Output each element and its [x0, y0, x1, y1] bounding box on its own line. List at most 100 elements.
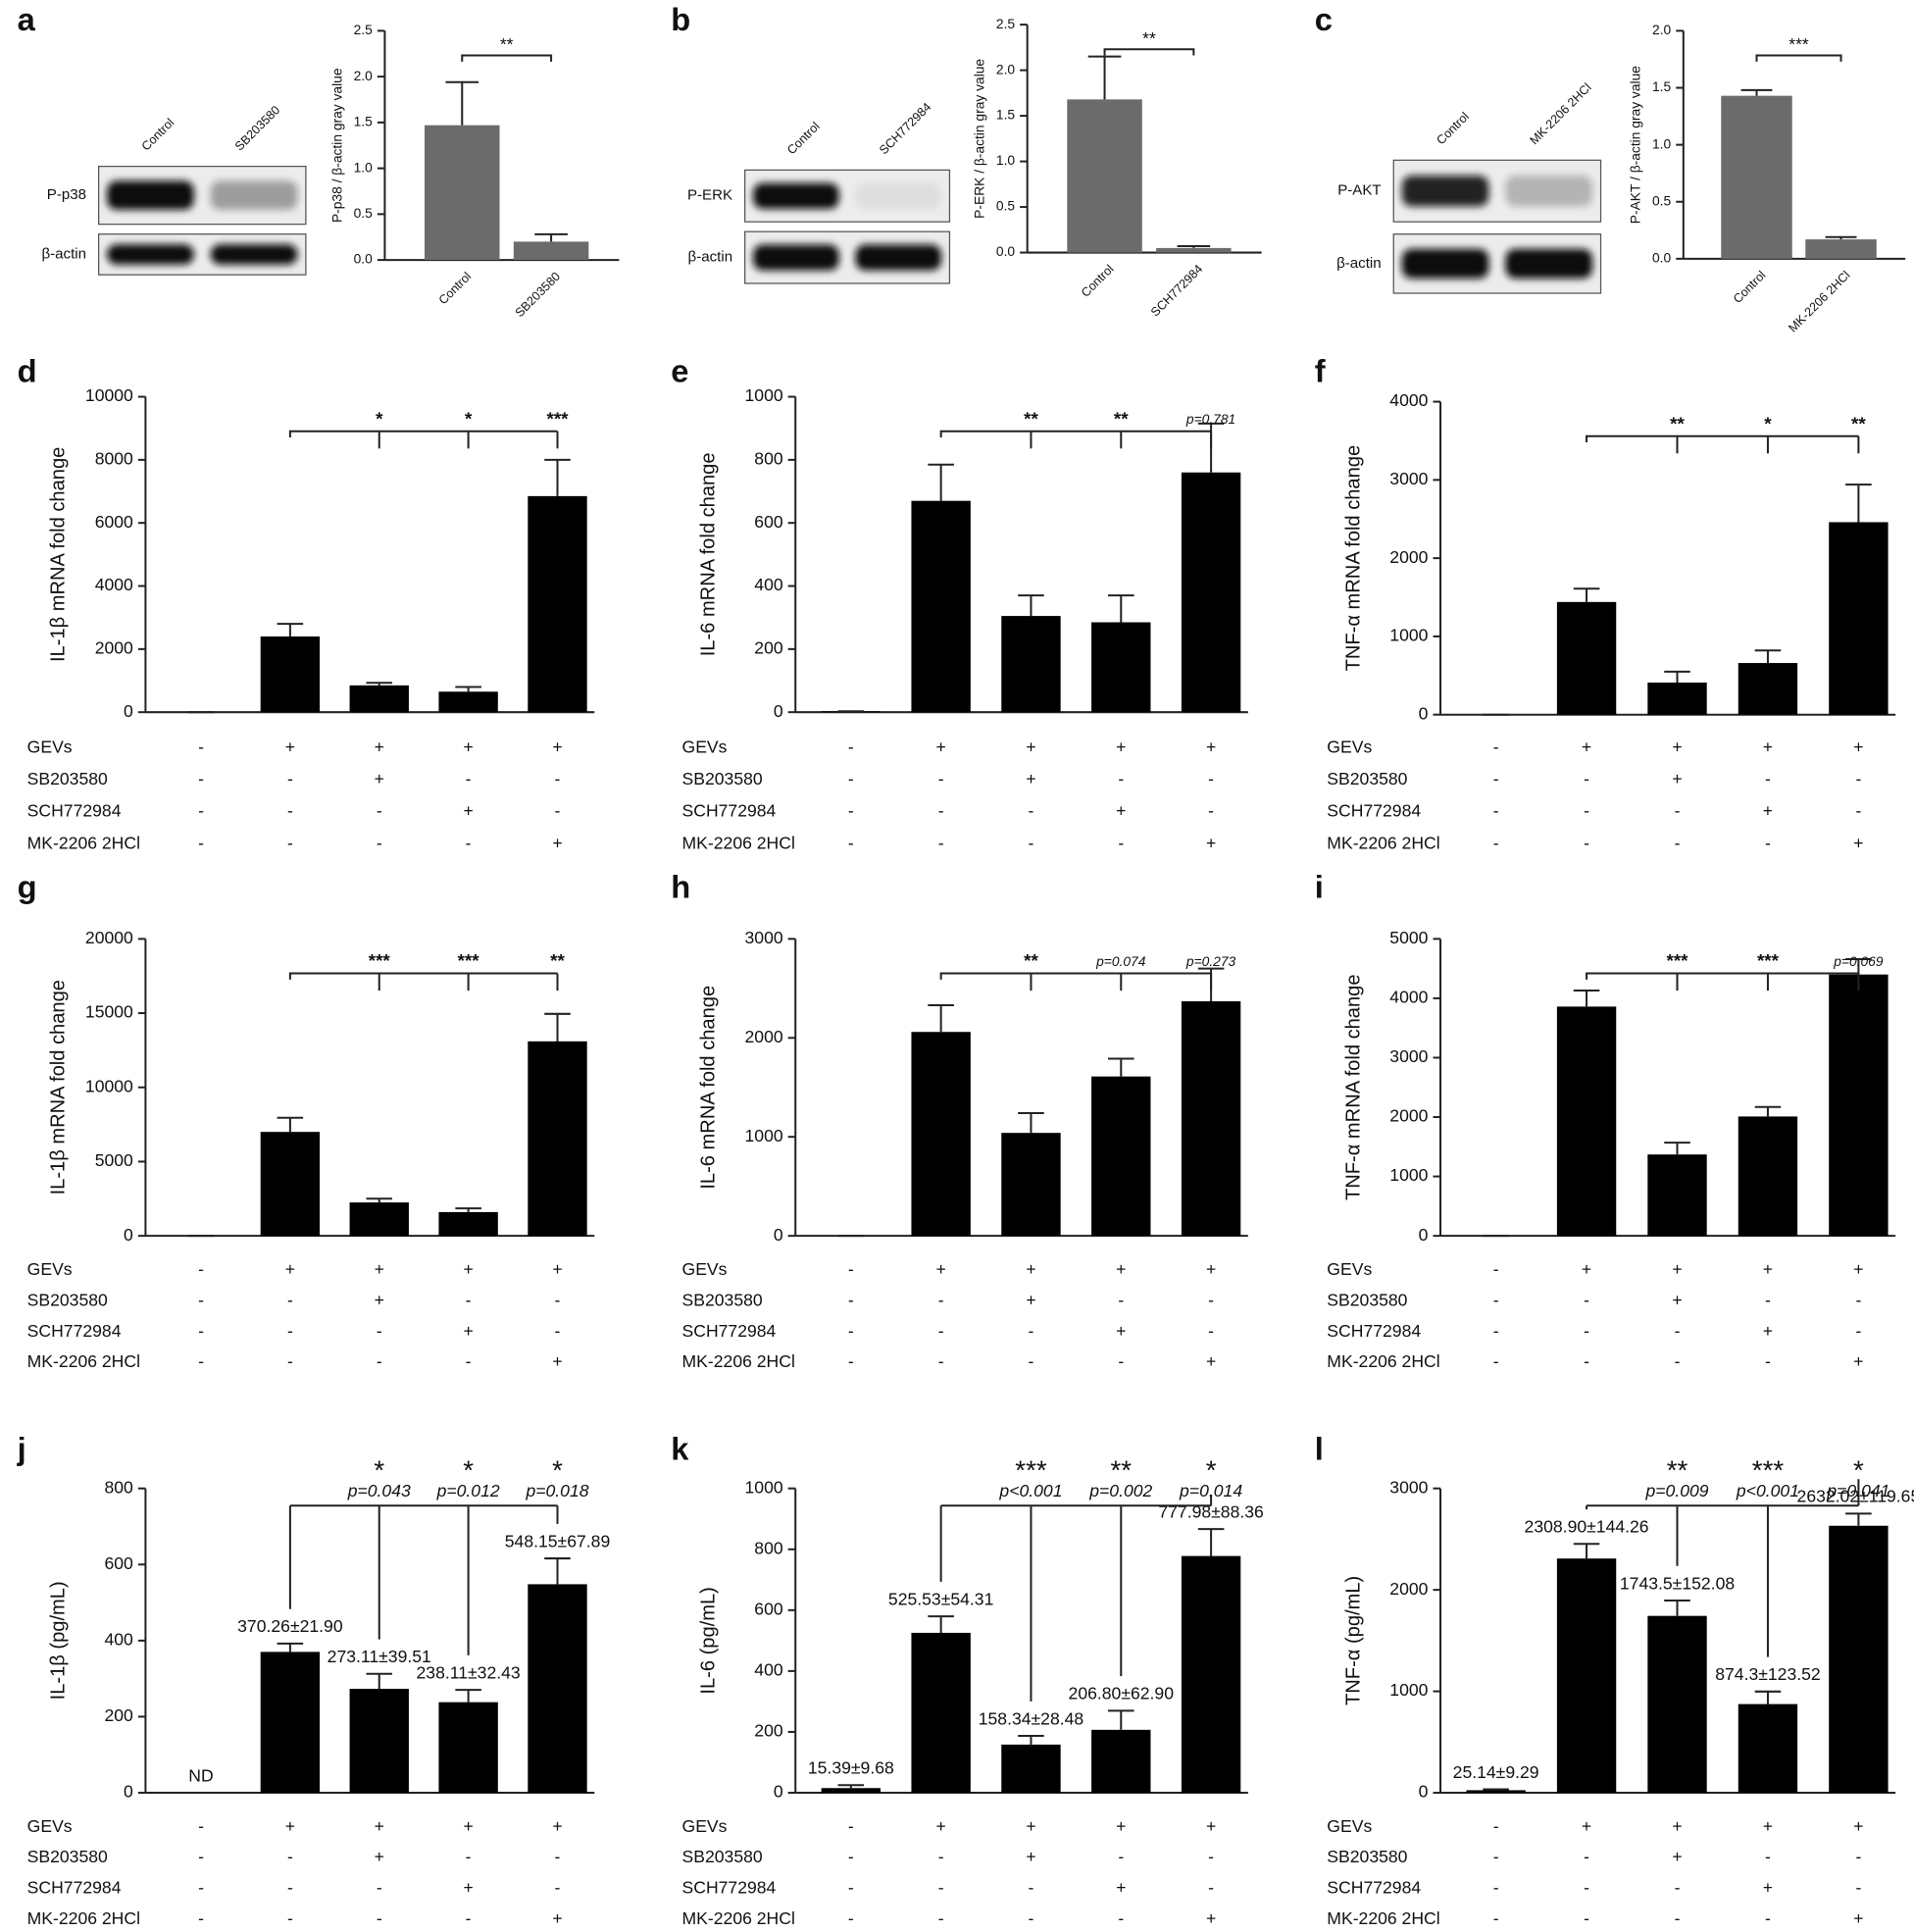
error-bar	[1018, 1735, 1044, 1745]
y-axis-label: P-AKT / β-actin gray value	[1628, 66, 1643, 224]
error-bar	[1845, 1512, 1872, 1526]
treatment-sign: -	[1208, 1878, 1214, 1898]
treatment-sign: +	[375, 1816, 384, 1836]
blot-band	[210, 244, 298, 265]
treatment-sign: -	[1208, 801, 1214, 821]
error-bar	[1573, 1543, 1600, 1559]
treatment-sign: -	[377, 1908, 382, 1928]
bar	[1647, 1615, 1707, 1794]
bar	[1556, 1006, 1617, 1237]
lane-label: Control	[1434, 110, 1472, 148]
significance-stars: **	[1667, 1455, 1688, 1486]
treatment-sign: -	[848, 1878, 854, 1898]
treatment-sign: -	[1765, 1847, 1771, 1866]
treatment-sign: -	[938, 833, 944, 852]
bar	[1091, 622, 1151, 713]
treatment-sign: -	[287, 1351, 293, 1371]
treatment-sign: -	[1584, 1878, 1589, 1898]
lane-label: Control	[139, 116, 177, 154]
treatment-sign: +	[1853, 737, 1863, 756]
treatment-sign: -	[848, 801, 854, 821]
panel-letter: i	[1315, 869, 1324, 905]
treatment-sign: -	[1675, 1321, 1681, 1341]
value-label: 273.11±39.51	[327, 1647, 431, 1666]
significance-label: **	[1024, 950, 1038, 971]
treatment-sign: -	[848, 1351, 854, 1371]
treatment-sign: -	[1118, 1290, 1124, 1309]
lane-label: MK-2206 2HCl	[1527, 80, 1593, 147]
y-axis-label: IL-6 (pg/mL)	[698, 1587, 720, 1694]
treatment-sign: -	[287, 1878, 293, 1898]
treatment-sign: -	[1584, 801, 1589, 821]
treatment-sign: -	[287, 1321, 293, 1341]
y-tick-label: 15000	[85, 1002, 133, 1022]
significance-label: **	[1114, 408, 1129, 429]
treatment-sign: -	[1675, 833, 1681, 852]
treatment-name: GEVs	[27, 1259, 73, 1279]
error-bar	[1107, 594, 1134, 623]
bar	[1721, 95, 1792, 259]
treatment-sign: +	[1853, 1351, 1863, 1371]
y-tick-label: 4000	[1389, 988, 1428, 1007]
bar	[1466, 1790, 1526, 1794]
x-tick-label: Control	[1079, 262, 1117, 300]
treatment-sign: +	[1206, 1816, 1216, 1836]
treatment-sign: -	[1493, 1290, 1499, 1309]
treatment-sign: -	[848, 1847, 854, 1866]
y-tick-label: 10000	[85, 385, 133, 405]
error-bar	[1573, 990, 1600, 1007]
treatment-sign: +	[1026, 1816, 1035, 1836]
significance-label: *	[376, 408, 383, 429]
treatment-sign: -	[1855, 769, 1861, 788]
p-value: p=0.012	[436, 1481, 500, 1500]
y-tick-label: 0	[774, 701, 783, 721]
p-value: p=0.018	[525, 1481, 588, 1500]
treatment-sign: -	[1208, 1290, 1214, 1309]
bar	[349, 1689, 409, 1794]
error-bar	[1664, 1142, 1690, 1155]
panel-letter: f	[1315, 352, 1326, 388]
y-tick-label: 5000	[95, 1150, 133, 1170]
treatment-sign: -	[1118, 1351, 1124, 1371]
error-bar	[1018, 1111, 1044, 1134]
treatment-sign: -	[1029, 801, 1034, 821]
treatment-name: SB203580	[27, 1290, 108, 1309]
treatment-name: SB203580	[1327, 1290, 1407, 1309]
treatment-sign: -	[377, 1321, 382, 1341]
bar	[1647, 1154, 1707, 1237]
significance-label: ***	[1757, 950, 1780, 971]
treatment-sign: +	[1026, 1290, 1035, 1309]
y-tick-label: 2.0	[354, 68, 374, 83]
y-tick-label: 800	[104, 1477, 133, 1497]
treatment-sign: -	[377, 1878, 382, 1898]
treatment-sign: +	[1853, 1259, 1863, 1279]
treatment-sign: +	[1206, 737, 1216, 756]
treatment-name: SCH772984	[1327, 1878, 1421, 1898]
bar	[438, 691, 498, 713]
y-axis-label: IL-1β (pg/mL)	[48, 1581, 70, 1700]
value-label: 238.11±32.43	[417, 1662, 521, 1682]
y-axis-label: IL-1β mRNA fold change	[48, 980, 70, 1195]
y-tick-label: 8000	[95, 449, 133, 469]
treatment-sign: -	[555, 1847, 561, 1866]
value-label: 25.14±9.29	[1453, 1762, 1539, 1782]
treatment-sign: -	[1208, 1321, 1214, 1341]
treatment-sign: +	[552, 1908, 562, 1928]
error-bar	[1845, 957, 1872, 975]
treatment-name: SCH772984	[1327, 1321, 1421, 1341]
treatment-sign: +	[1116, 737, 1126, 756]
treatment-sign: -	[1855, 1878, 1861, 1898]
value-label: 206.80±62.90	[1069, 1684, 1175, 1703]
treatment-sign: +	[463, 1259, 473, 1279]
treatment-sign: +	[375, 1290, 384, 1309]
treatment-sign: -	[1855, 1290, 1861, 1309]
y-tick-label: 0	[124, 1782, 133, 1802]
value-label: 370.26±21.90	[237, 1616, 343, 1636]
significance-label: **	[1142, 28, 1156, 48]
treatment-sign: -	[938, 769, 944, 788]
bar	[1738, 1703, 1798, 1794]
treatment-sign: -	[1584, 1290, 1589, 1309]
bar	[528, 1584, 587, 1794]
treatment-sign: -	[1493, 1351, 1499, 1371]
